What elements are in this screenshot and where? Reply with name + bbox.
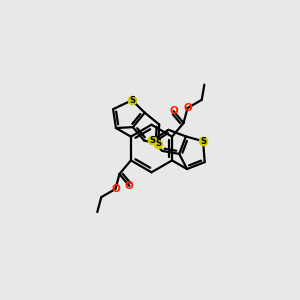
Text: O: O xyxy=(111,184,120,194)
Text: S: S xyxy=(155,140,161,148)
Text: S: S xyxy=(149,136,155,145)
Text: S: S xyxy=(200,137,206,146)
Text: O: O xyxy=(183,103,192,113)
Text: O: O xyxy=(125,181,134,191)
Text: S: S xyxy=(129,96,135,105)
Text: O: O xyxy=(169,106,178,116)
